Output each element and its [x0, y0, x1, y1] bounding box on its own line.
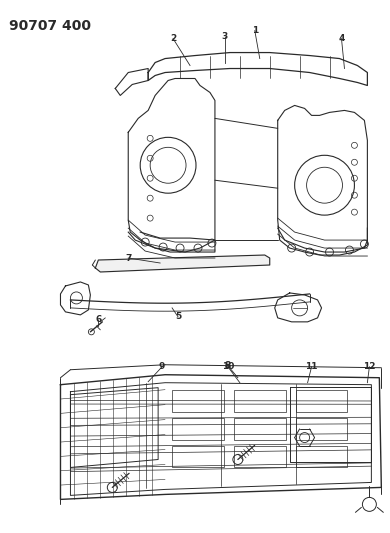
Polygon shape — [96, 255, 270, 272]
Text: 11: 11 — [305, 362, 318, 372]
Text: 3: 3 — [222, 32, 228, 41]
Bar — [172, 390, 224, 411]
Text: 2: 2 — [170, 34, 176, 43]
Bar — [234, 390, 286, 411]
Bar — [234, 417, 286, 440]
Text: 4: 4 — [338, 34, 345, 43]
Bar — [296, 446, 347, 467]
Bar — [234, 446, 286, 467]
Text: 90707 400: 90707 400 — [9, 19, 90, 33]
Text: 10: 10 — [222, 362, 234, 372]
Text: 9: 9 — [159, 362, 165, 372]
Text: 1: 1 — [252, 26, 258, 35]
Bar — [296, 417, 347, 440]
Bar — [296, 390, 347, 411]
Bar — [172, 417, 224, 440]
Text: 7: 7 — [125, 254, 131, 263]
Text: 8: 8 — [225, 361, 231, 370]
Text: 5: 5 — [175, 312, 181, 321]
Text: 6: 6 — [95, 316, 101, 325]
Text: 12: 12 — [363, 362, 376, 372]
Bar — [172, 446, 224, 467]
Polygon shape — [148, 53, 367, 85]
